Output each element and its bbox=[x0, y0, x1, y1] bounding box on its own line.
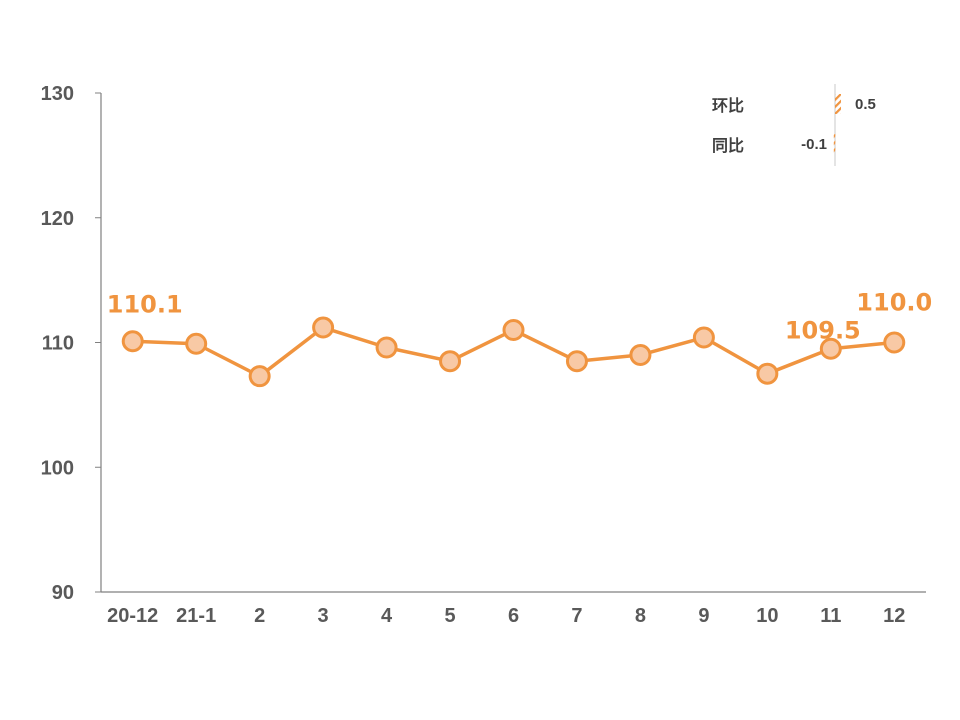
x-tick-label: 7 bbox=[571, 605, 582, 627]
y-tick-label: 110 bbox=[42, 333, 74, 355]
inset-bar bbox=[833, 134, 836, 154]
x-tick-label: 9 bbox=[698, 605, 709, 627]
inset-value: -0.1 bbox=[801, 136, 827, 153]
data-label: 110.1 bbox=[107, 290, 183, 318]
x-tick-label: 11 bbox=[820, 605, 841, 627]
x-tick-label: 10 bbox=[756, 605, 778, 627]
x-tick-label: 20-12 bbox=[107, 605, 158, 627]
inset-value: 0.5 bbox=[855, 96, 876, 113]
x-tick-label: 5 bbox=[444, 605, 455, 627]
x-tick-label: 12 bbox=[883, 605, 905, 627]
data-point-marker bbox=[565, 350, 588, 373]
data-point-marker bbox=[629, 343, 652, 366]
data-point-marker bbox=[692, 326, 715, 349]
data-point-marker bbox=[756, 362, 779, 385]
inset-bar bbox=[835, 94, 841, 114]
data-point-marker bbox=[312, 316, 335, 339]
data-label: 110.0 bbox=[856, 289, 932, 317]
x-tick-label: 4 bbox=[381, 605, 393, 627]
data-point-marker bbox=[502, 319, 525, 342]
axes: 130 120 110 100 90 20-12 21-1 2 3 4 5 6 7 8 9 10 11 12 bbox=[41, 83, 926, 627]
inset-row-label: 同比 bbox=[712, 136, 744, 155]
y-tick-label: 90 bbox=[52, 582, 74, 604]
data-point-marker bbox=[883, 331, 906, 354]
y-tick-label: 120 bbox=[41, 208, 74, 230]
y-tick-label: 130 bbox=[41, 83, 74, 105]
x-tick-label: 8 bbox=[635, 605, 646, 627]
series-line bbox=[121, 316, 906, 388]
data-point-marker bbox=[121, 330, 144, 353]
y-tick-label: 100 bbox=[41, 457, 74, 479]
data-point-marker bbox=[439, 350, 462, 373]
x-tick-label: 3 bbox=[318, 605, 329, 627]
data-point-marker bbox=[819, 337, 842, 360]
x-tick-label: 21-1 bbox=[176, 605, 216, 627]
data-label: 109.5 bbox=[785, 317, 861, 345]
data-point-marker bbox=[185, 332, 208, 355]
x-tick-label: 6 bbox=[508, 605, 519, 627]
inset-bar-chart: 环比 0.5 同比 -0.1 bbox=[712, 84, 876, 166]
data-point-marker bbox=[248, 365, 271, 388]
x-tick-label: 2 bbox=[254, 605, 265, 627]
data-point-marker bbox=[375, 336, 398, 359]
inset-row-label: 环比 bbox=[712, 96, 744, 115]
